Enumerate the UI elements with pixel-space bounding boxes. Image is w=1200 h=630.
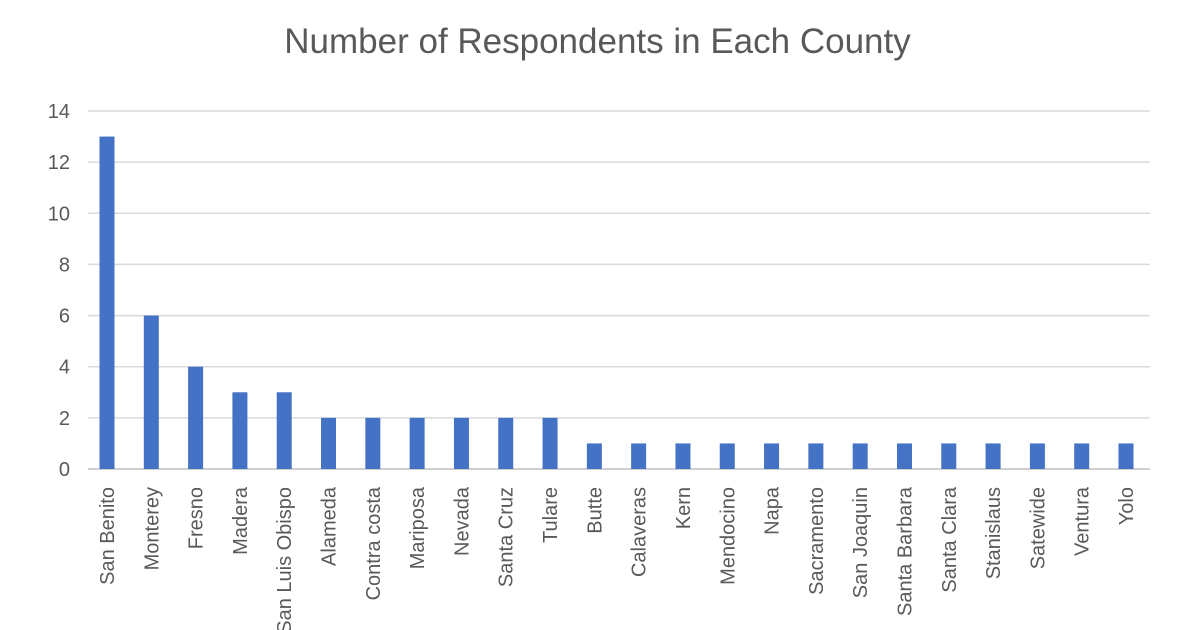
x-tick-label: Mendocino: [717, 487, 739, 585]
x-tick-label: Santa Barbara: [894, 486, 916, 616]
bar: [896, 443, 912, 469]
bar: [852, 443, 868, 469]
bar: [143, 315, 159, 469]
y-tick-label: 6: [59, 306, 70, 328]
bar: [365, 417, 381, 469]
bar: [941, 443, 957, 469]
y-tick-label: 2: [59, 408, 70, 430]
x-tick-label: Monterey: [141, 487, 163, 570]
y-tick-label: 4: [59, 357, 70, 379]
x-tick-label: Sacramento: [806, 487, 828, 595]
bar: [631, 443, 647, 469]
y-tick-label: 10: [48, 203, 70, 225]
bar: [409, 417, 425, 469]
y-tick-label: 0: [59, 459, 70, 481]
x-tick-label: Satewide: [1027, 487, 1049, 569]
bar: [99, 136, 115, 470]
x-tick-label: San Benito: [97, 487, 119, 585]
x-tick-label: Alameda: [319, 486, 341, 566]
x-tick-label: San Luis Obispo: [274, 487, 296, 630]
bar: [498, 417, 514, 469]
bar: [542, 417, 558, 469]
bar: [586, 443, 602, 469]
x-tick-label: Ventura: [1072, 486, 1094, 556]
bar: [188, 366, 204, 469]
x-tick-label: Stanislaus: [983, 487, 1005, 579]
bar: [232, 392, 248, 469]
bar: [764, 443, 780, 469]
y-tick-label: 8: [59, 254, 70, 276]
x-tick-label: Napa: [762, 486, 784, 535]
x-tick-label: Yolo: [1116, 487, 1138, 525]
x-tick-label: Madera: [230, 486, 252, 555]
x-tick-label: Calaveras: [629, 487, 651, 577]
bar: [808, 443, 824, 469]
bar: [675, 443, 691, 469]
bar: [1074, 443, 1090, 469]
x-tick-label: Butte: [584, 487, 606, 534]
x-tick-label: Mariposa: [407, 486, 429, 569]
x-tick-label: Contra costa: [363, 486, 385, 600]
x-tick-label: Santa Cruz: [496, 487, 518, 587]
x-tick-label: San Joaquin: [850, 487, 872, 598]
bar: [321, 417, 337, 469]
bar: [1118, 443, 1134, 469]
x-tick-label: Kern: [673, 487, 695, 529]
x-tick-label: Nevada: [451, 486, 473, 556]
bar: [719, 443, 735, 469]
bar: [453, 417, 469, 469]
chart-title: Number of Respondents in Each County: [284, 22, 911, 61]
x-tick-label: Fresno: [186, 487, 208, 549]
bar: [985, 443, 1001, 469]
bar: [1029, 443, 1045, 469]
bar: [276, 392, 292, 469]
y-tick-label: 14: [48, 101, 70, 123]
x-tick-label: Tulare: [540, 487, 562, 543]
y-tick-label: 12: [48, 152, 70, 174]
x-tick-label: Santa Clara: [939, 486, 961, 592]
